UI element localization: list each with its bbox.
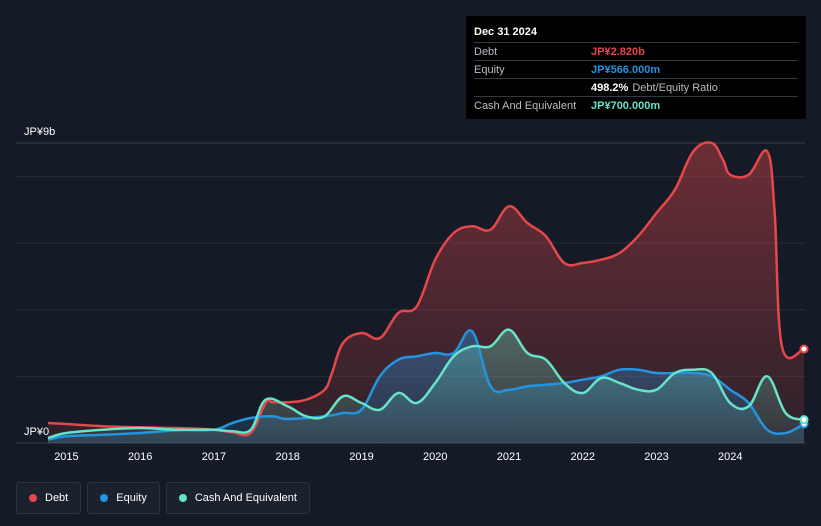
x-tick-label: 2018 bbox=[275, 451, 299, 463]
legend-cash-label: Cash And Equivalent bbox=[194, 492, 297, 504]
x-tick-label: 2019 bbox=[349, 451, 373, 463]
tooltip-equity-value: JP¥566.000m bbox=[591, 63, 661, 76]
legend-debt-label: Debt bbox=[45, 492, 69, 504]
cash-dot-icon bbox=[178, 494, 187, 502]
legend-equity-label: Equity bbox=[116, 492, 147, 504]
debt-dot-icon bbox=[29, 494, 37, 502]
legend-item-cash[interactable]: Cash And Equivalent bbox=[165, 482, 310, 514]
tooltip-cash-label: Cash And Equivalent bbox=[474, 99, 577, 112]
tooltip-panel: Dec 31 2024 Debt JP¥2.820b Equity JP¥566… bbox=[466, 16, 806, 119]
tooltip-ratio-suffix: Debt/Equity Ratio bbox=[632, 81, 718, 94]
equity-dot-icon bbox=[100, 494, 109, 502]
y-axis-bottom-label: JP¥0 bbox=[24, 426, 49, 438]
x-tick-label: 2020 bbox=[423, 451, 447, 463]
x-tick-label: 2015 bbox=[54, 451, 78, 463]
debt-line bbox=[47, 141, 805, 437]
debt-area bbox=[48, 142, 804, 443]
tooltip-cash-value: JP¥700.000m bbox=[591, 99, 661, 112]
tooltip-ratio-value: 498.2% bbox=[591, 81, 629, 94]
x-tick-label: 2023 bbox=[644, 451, 668, 463]
x-tick-label: 2016 bbox=[128, 451, 152, 463]
cash-and-equivalent-line bbox=[47, 328, 805, 440]
equity-line bbox=[47, 329, 805, 441]
x-tick-label: 2017 bbox=[202, 451, 226, 463]
legend-item-debt[interactable]: Debt bbox=[16, 482, 82, 514]
tooltip-debt-label: Debt bbox=[474, 45, 498, 58]
debt-end-marker bbox=[799, 344, 809, 354]
y-axis-top-label: JP¥9b bbox=[24, 126, 55, 138]
x-tick-label: 2024 bbox=[718, 451, 742, 463]
x-tick-label: 2021 bbox=[497, 451, 521, 463]
cash-and-equivalent-end-marker bbox=[799, 415, 809, 425]
chart-legend: Debt Equity Cash And Equivalent bbox=[16, 482, 310, 514]
tooltip-row-debt: Debt JP¥2.820b bbox=[474, 42, 798, 60]
legend-item-equity[interactable]: Equity bbox=[87, 482, 160, 514]
tooltip-equity-label: Equity bbox=[474, 63, 505, 76]
tooltip-date: Dec 31 2024 bbox=[474, 26, 537, 38]
cash-and-equivalent-area bbox=[48, 329, 804, 443]
tooltip-row-ratio: 498.2% Debt/Equity Ratio bbox=[474, 78, 798, 96]
tooltip-row-equity: Equity JP¥566.000m bbox=[474, 60, 798, 78]
tooltip-row-cash: Cash And Equivalent JP¥700.000m bbox=[474, 96, 798, 114]
x-tick-label: 2022 bbox=[570, 451, 594, 463]
tooltip-debt-value: JP¥2.820b bbox=[591, 45, 645, 58]
